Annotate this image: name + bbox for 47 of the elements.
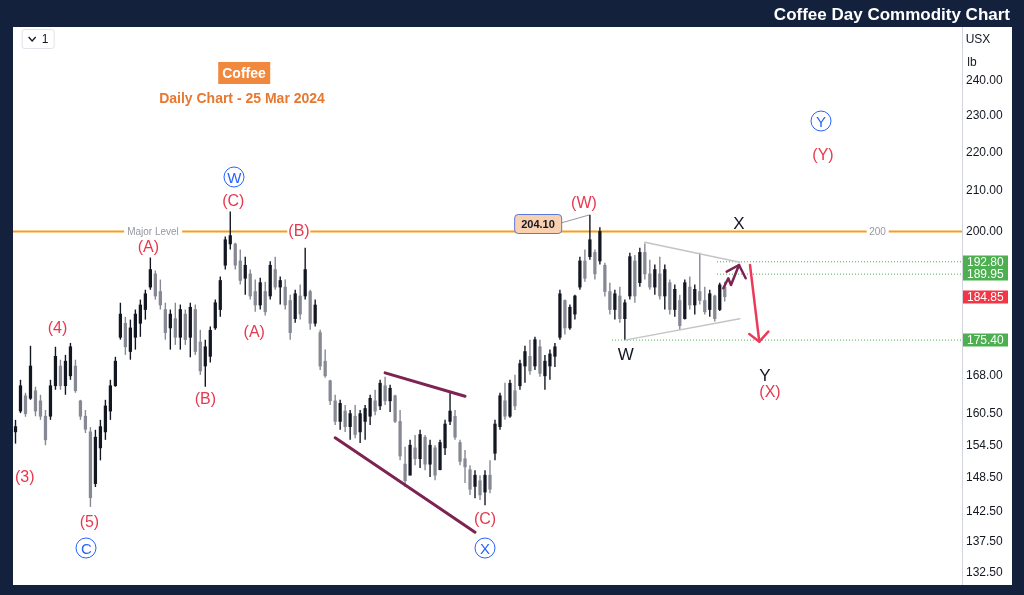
annotation: W xyxy=(223,166,245,188)
annotation: (4) xyxy=(47,318,68,337)
annotation: (3) xyxy=(15,468,35,486)
annotation: (5) xyxy=(79,512,100,531)
chart-title: Coffee Day Commodity Chart xyxy=(773,5,1010,25)
annotation: (X) xyxy=(759,383,781,401)
y-tick-label: 160.50 xyxy=(966,405,1004,420)
annotation: X xyxy=(474,537,496,559)
annotation: (B) xyxy=(287,221,311,241)
annotation: (Y) xyxy=(812,146,834,164)
annotation: (W) xyxy=(571,194,597,212)
text: Daily Chart - 25 Mar 2024 xyxy=(159,90,325,106)
annotation: 200 xyxy=(866,225,889,237)
ref-line-label: 175.40 xyxy=(963,332,1008,347)
y-tick-label: 210.00 xyxy=(966,183,1004,198)
candlestick xyxy=(413,435,417,466)
y-tick-label: 168.00 xyxy=(966,368,1004,383)
annotation: (A) xyxy=(243,323,265,342)
y-tick-label: 137.50 xyxy=(966,534,1004,549)
annotation: 1 xyxy=(41,32,49,46)
y-tick-label: 220.00 xyxy=(966,144,1004,159)
annotation: W xyxy=(617,345,634,366)
y-tick-label: 148.50 xyxy=(966,470,1004,485)
collapse-button: 1 xyxy=(21,29,55,49)
y-tick-label: 240.00 xyxy=(966,72,1004,87)
annotation: (C) xyxy=(473,510,497,529)
text: lb xyxy=(967,55,977,69)
annotation: Y xyxy=(759,366,771,385)
annotation: (C) xyxy=(222,192,245,211)
annotation: Y xyxy=(810,110,832,132)
annotation: C xyxy=(75,537,97,559)
annotation: 204.10 xyxy=(514,214,562,234)
text: 184.85 xyxy=(963,289,1008,304)
ref-line-label: 189.95 xyxy=(963,266,1008,281)
text: USX xyxy=(965,32,991,46)
y-tick-label: 200.00 xyxy=(966,223,1004,238)
candlestick xyxy=(448,392,452,426)
ref-line-label: 192.80 xyxy=(963,254,1008,269)
ref-line-label: Major Level xyxy=(124,225,182,237)
y-tick-label: 154.50 xyxy=(966,437,1004,452)
annotation: (B) xyxy=(194,389,216,408)
y-tick-label: 142.50 xyxy=(966,504,1004,519)
y-tick-label: 230.00 xyxy=(966,108,1004,122)
y-tick-label: 132.50 xyxy=(966,564,1004,579)
annotation: Coffee xyxy=(218,62,270,84)
annotation: (A) xyxy=(137,237,160,256)
annotation: X xyxy=(733,214,745,234)
